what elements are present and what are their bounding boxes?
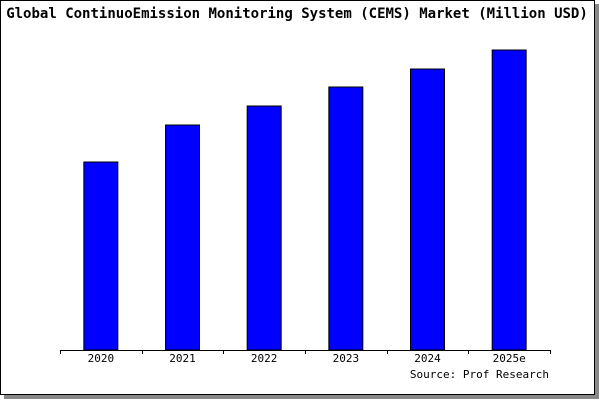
bar <box>246 105 282 351</box>
bar <box>328 86 364 351</box>
source-note: Source: Prof Research <box>410 368 549 381</box>
x-tick-label: 2023 <box>333 352 360 365</box>
bar <box>491 49 527 351</box>
x-tick-label: 2025e <box>493 352 526 365</box>
x-tick-label: 2022 <box>251 352 278 365</box>
bar <box>410 68 445 351</box>
chart-title: Global ContinuoEmission Monitoring Syste… <box>6 6 588 22</box>
x-tick-label: 2024 <box>414 352 441 365</box>
bar <box>83 161 119 351</box>
x-tick-label: 2020 <box>88 352 115 365</box>
x-tick-label: 2021 <box>169 352 196 365</box>
bar <box>165 124 200 351</box>
